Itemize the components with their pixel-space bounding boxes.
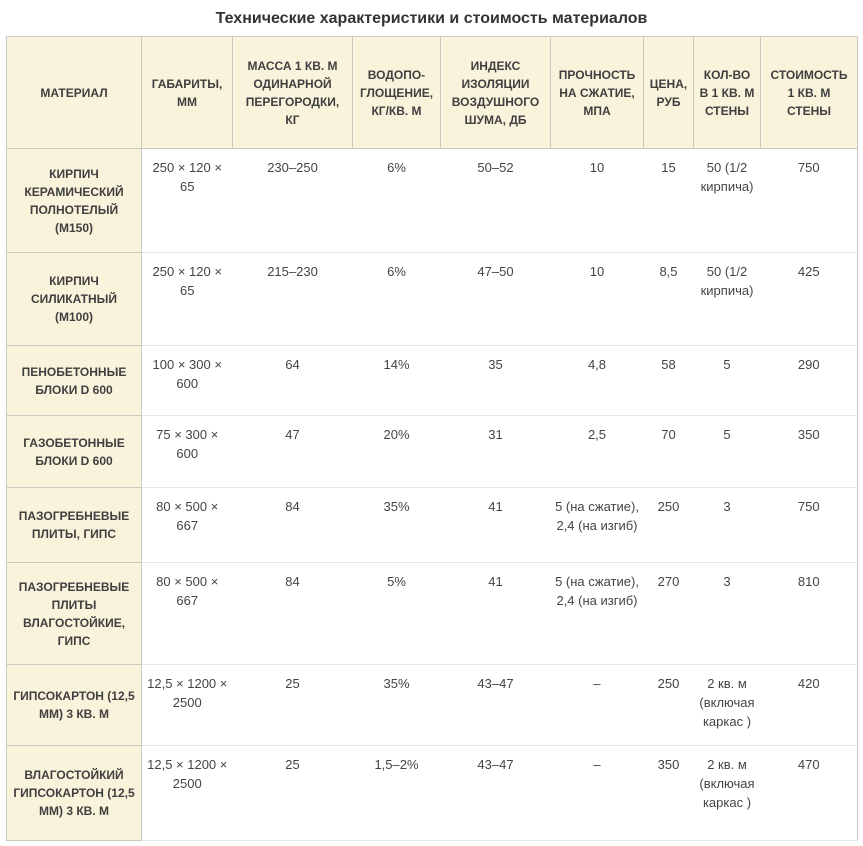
mass-cell: 25 [232,745,353,842]
price-cell: 8,5 [643,252,694,347]
table-body: КИРПИЧ КЕРАМИЧЕСКИЙ ПОЛНОТЕЛЫЙ (М150) 25… [6,148,858,842]
compressive-strength-cell: – [550,745,644,842]
col-header-compressive-strength: ПРОЧНОСТЬ НА СЖАТИЕ, МПА [550,36,644,150]
table-row: ГАЗОБЕТОННЫЕ БЛОКИ D 600 75 × 300 × 600 … [6,415,858,489]
mass-cell: 47 [232,415,353,489]
noise-insulation-cell: 31 [440,415,551,489]
mass-cell: 64 [232,345,353,417]
table-row: КИРПИЧ СИЛИКАТНЫЙ (М100) 250 × 120 × 65 … [6,252,858,347]
dimensions-cell: 250 × 120 × 65 [141,148,233,254]
mass-cell: 84 [232,562,353,666]
wall-cost-cell: 810 [760,562,858,666]
material-cell: ПАЗОГРЕБНЕВЫЕ ПЛИТЫ ВЛАГОСТОЙКИЕ, ГИПС [6,562,142,666]
col-header-price: ЦЕНА, РУБ [643,36,694,150]
table-header: МАТЕРИАЛ ГАБАРИТЫ, ММ МАССА 1 КВ. М ОДИН… [6,36,858,150]
quantity-cell: 3 [693,562,761,666]
dimensions-cell: 250 × 120 × 65 [141,252,233,347]
wall-cost-cell: 470 [760,745,858,842]
price-cell: 15 [643,148,694,254]
quantity-cell: 5 [693,415,761,489]
material-cell: ГИПСОКАРТОН (12,5 ММ) 3 КВ. М [6,664,142,747]
wall-cost-cell: 420 [760,664,858,747]
material-cell: КИРПИЧ КЕРАМИЧЕСКИЙ ПОЛНОТЕЛЫЙ (М150) [6,148,142,254]
compressive-strength-cell: 10 [550,252,644,347]
wall-cost-cell: 350 [760,415,858,489]
noise-insulation-cell: 41 [440,562,551,666]
quantity-cell: 2 кв. м (включая каркас ) [693,664,761,747]
quantity-cell: 3 [693,487,761,564]
compressive-strength-cell: 5 (на сжатие), 2,4 (на изгиб) [550,562,644,666]
table-row: ПАЗОГРЕБНЕВЫЕ ПЛИТЫ, ГИПС 80 × 500 × 667… [6,487,858,564]
price-cell: 250 [643,487,694,564]
col-header-water-absorption: ВОДОПО-ГЛОЩЕНИЕ, КГ/КВ. М [352,36,441,150]
wall-cost-cell: 425 [760,252,858,347]
material-cell: КИРПИЧ СИЛИКАТНЫЙ (М100) [6,252,142,347]
quantity-cell: 2 кв. м (включая каркас ) [693,745,761,842]
water-absorption-cell: 14% [352,345,441,417]
compressive-strength-cell: 2,5 [550,415,644,489]
water-absorption-cell: 35% [352,664,441,747]
dimensions-cell: 100 × 300 × 600 [141,345,233,417]
water-absorption-cell: 1,5–2% [352,745,441,842]
wall-cost-cell: 750 [760,148,858,254]
dimensions-cell: 80 × 500 × 667 [141,487,233,564]
noise-insulation-cell: 41 [440,487,551,564]
price-cell: 70 [643,415,694,489]
dimensions-cell: 80 × 500 × 667 [141,562,233,666]
noise-insulation-cell: 47–50 [440,252,551,347]
noise-insulation-cell: 35 [440,345,551,417]
material-cell: ВЛАГОСТОЙКИЙ ГИПСОКАРТОН (12,5 ММ) 3 КВ.… [6,745,142,842]
col-header-dimensions: ГАБАРИТЫ, ММ [141,36,233,150]
mass-cell: 215–230 [232,252,353,347]
col-header-mass: МАССА 1 КВ. М ОДИНАРНОЙ ПЕРЕГОРОДКИ, КГ [232,36,353,150]
water-absorption-cell: 6% [352,252,441,347]
water-absorption-cell: 35% [352,487,441,564]
compressive-strength-cell: – [550,664,644,747]
page-title: Технические характеристики и стоимость м… [215,10,648,27]
noise-insulation-cell: 43–47 [440,745,551,842]
col-header-quantity: КОЛ-ВО В 1 КВ. М СТЕНЫ [693,36,761,150]
col-header-noise-insulation: ИНДЕКС ИЗОЛЯЦИИ ВОЗДУШНОГО ШУМА, ДБ [440,36,551,150]
compressive-strength-cell: 10 [550,148,644,254]
quantity-cell: 50 (1/2 кирпича) [693,148,761,254]
price-cell: 250 [643,664,694,747]
mass-cell: 84 [232,487,353,564]
compressive-strength-cell: 5 (на сжатие), 2,4 (на изгиб) [550,487,644,564]
col-header-material: МАТЕРИАЛ [6,36,142,150]
compressive-strength-cell: 4,8 [550,345,644,417]
col-header-wall-cost: СТОИМОСТЬ 1 КВ. М СТЕНЫ [760,36,858,150]
mass-cell: 25 [232,664,353,747]
dimensions-cell: 75 × 300 × 600 [141,415,233,489]
material-cell: ПАЗОГРЕБНЕВЫЕ ПЛИТЫ, ГИПС [6,487,142,564]
materials-table: МАТЕРИАЛ ГАБАРИТЫ, ММ МАССА 1 КВ. М ОДИН… [6,36,858,842]
water-absorption-cell: 6% [352,148,441,254]
header-row: МАТЕРИАЛ ГАБАРИТЫ, ММ МАССА 1 КВ. М ОДИН… [6,36,858,150]
table-row: ПЕНОБЕТОННЫЕ БЛОКИ D 600 100 × 300 × 600… [6,345,858,417]
dimensions-cell: 12,5 × 1200 × 2500 [141,745,233,842]
mass-cell: 230–250 [232,148,353,254]
noise-insulation-cell: 50–52 [440,148,551,254]
price-cell: 58 [643,345,694,417]
table-row: КИРПИЧ КЕРАМИЧЕСКИЙ ПОЛНОТЕЛЫЙ (М150) 25… [6,148,858,254]
quantity-cell: 50 (1/2 кирпича) [693,252,761,347]
table-row: ВЛАГОСТОЙКИЙ ГИПСОКАРТОН (12,5 ММ) 3 КВ.… [6,745,858,842]
quantity-cell: 5 [693,345,761,417]
price-cell: 350 [643,745,694,842]
material-cell: ГАЗОБЕТОННЫЕ БЛОКИ D 600 [6,415,142,489]
water-absorption-cell: 5% [352,562,441,666]
wall-cost-cell: 750 [760,487,858,564]
table-row: ГИПСОКАРТОН (12,5 ММ) 3 КВ. М 12,5 × 120… [6,664,858,747]
wall-cost-cell: 290 [760,345,858,417]
table-row: ПАЗОГРЕБНЕВЫЕ ПЛИТЫ ВЛАГОСТОЙКИЕ, ГИПС 8… [6,562,858,666]
noise-insulation-cell: 43–47 [440,664,551,747]
material-cell: ПЕНОБЕТОННЫЕ БЛОКИ D 600 [6,345,142,417]
price-cell: 270 [643,562,694,666]
dimensions-cell: 12,5 × 1200 × 2500 [141,664,233,747]
water-absorption-cell: 20% [352,415,441,489]
